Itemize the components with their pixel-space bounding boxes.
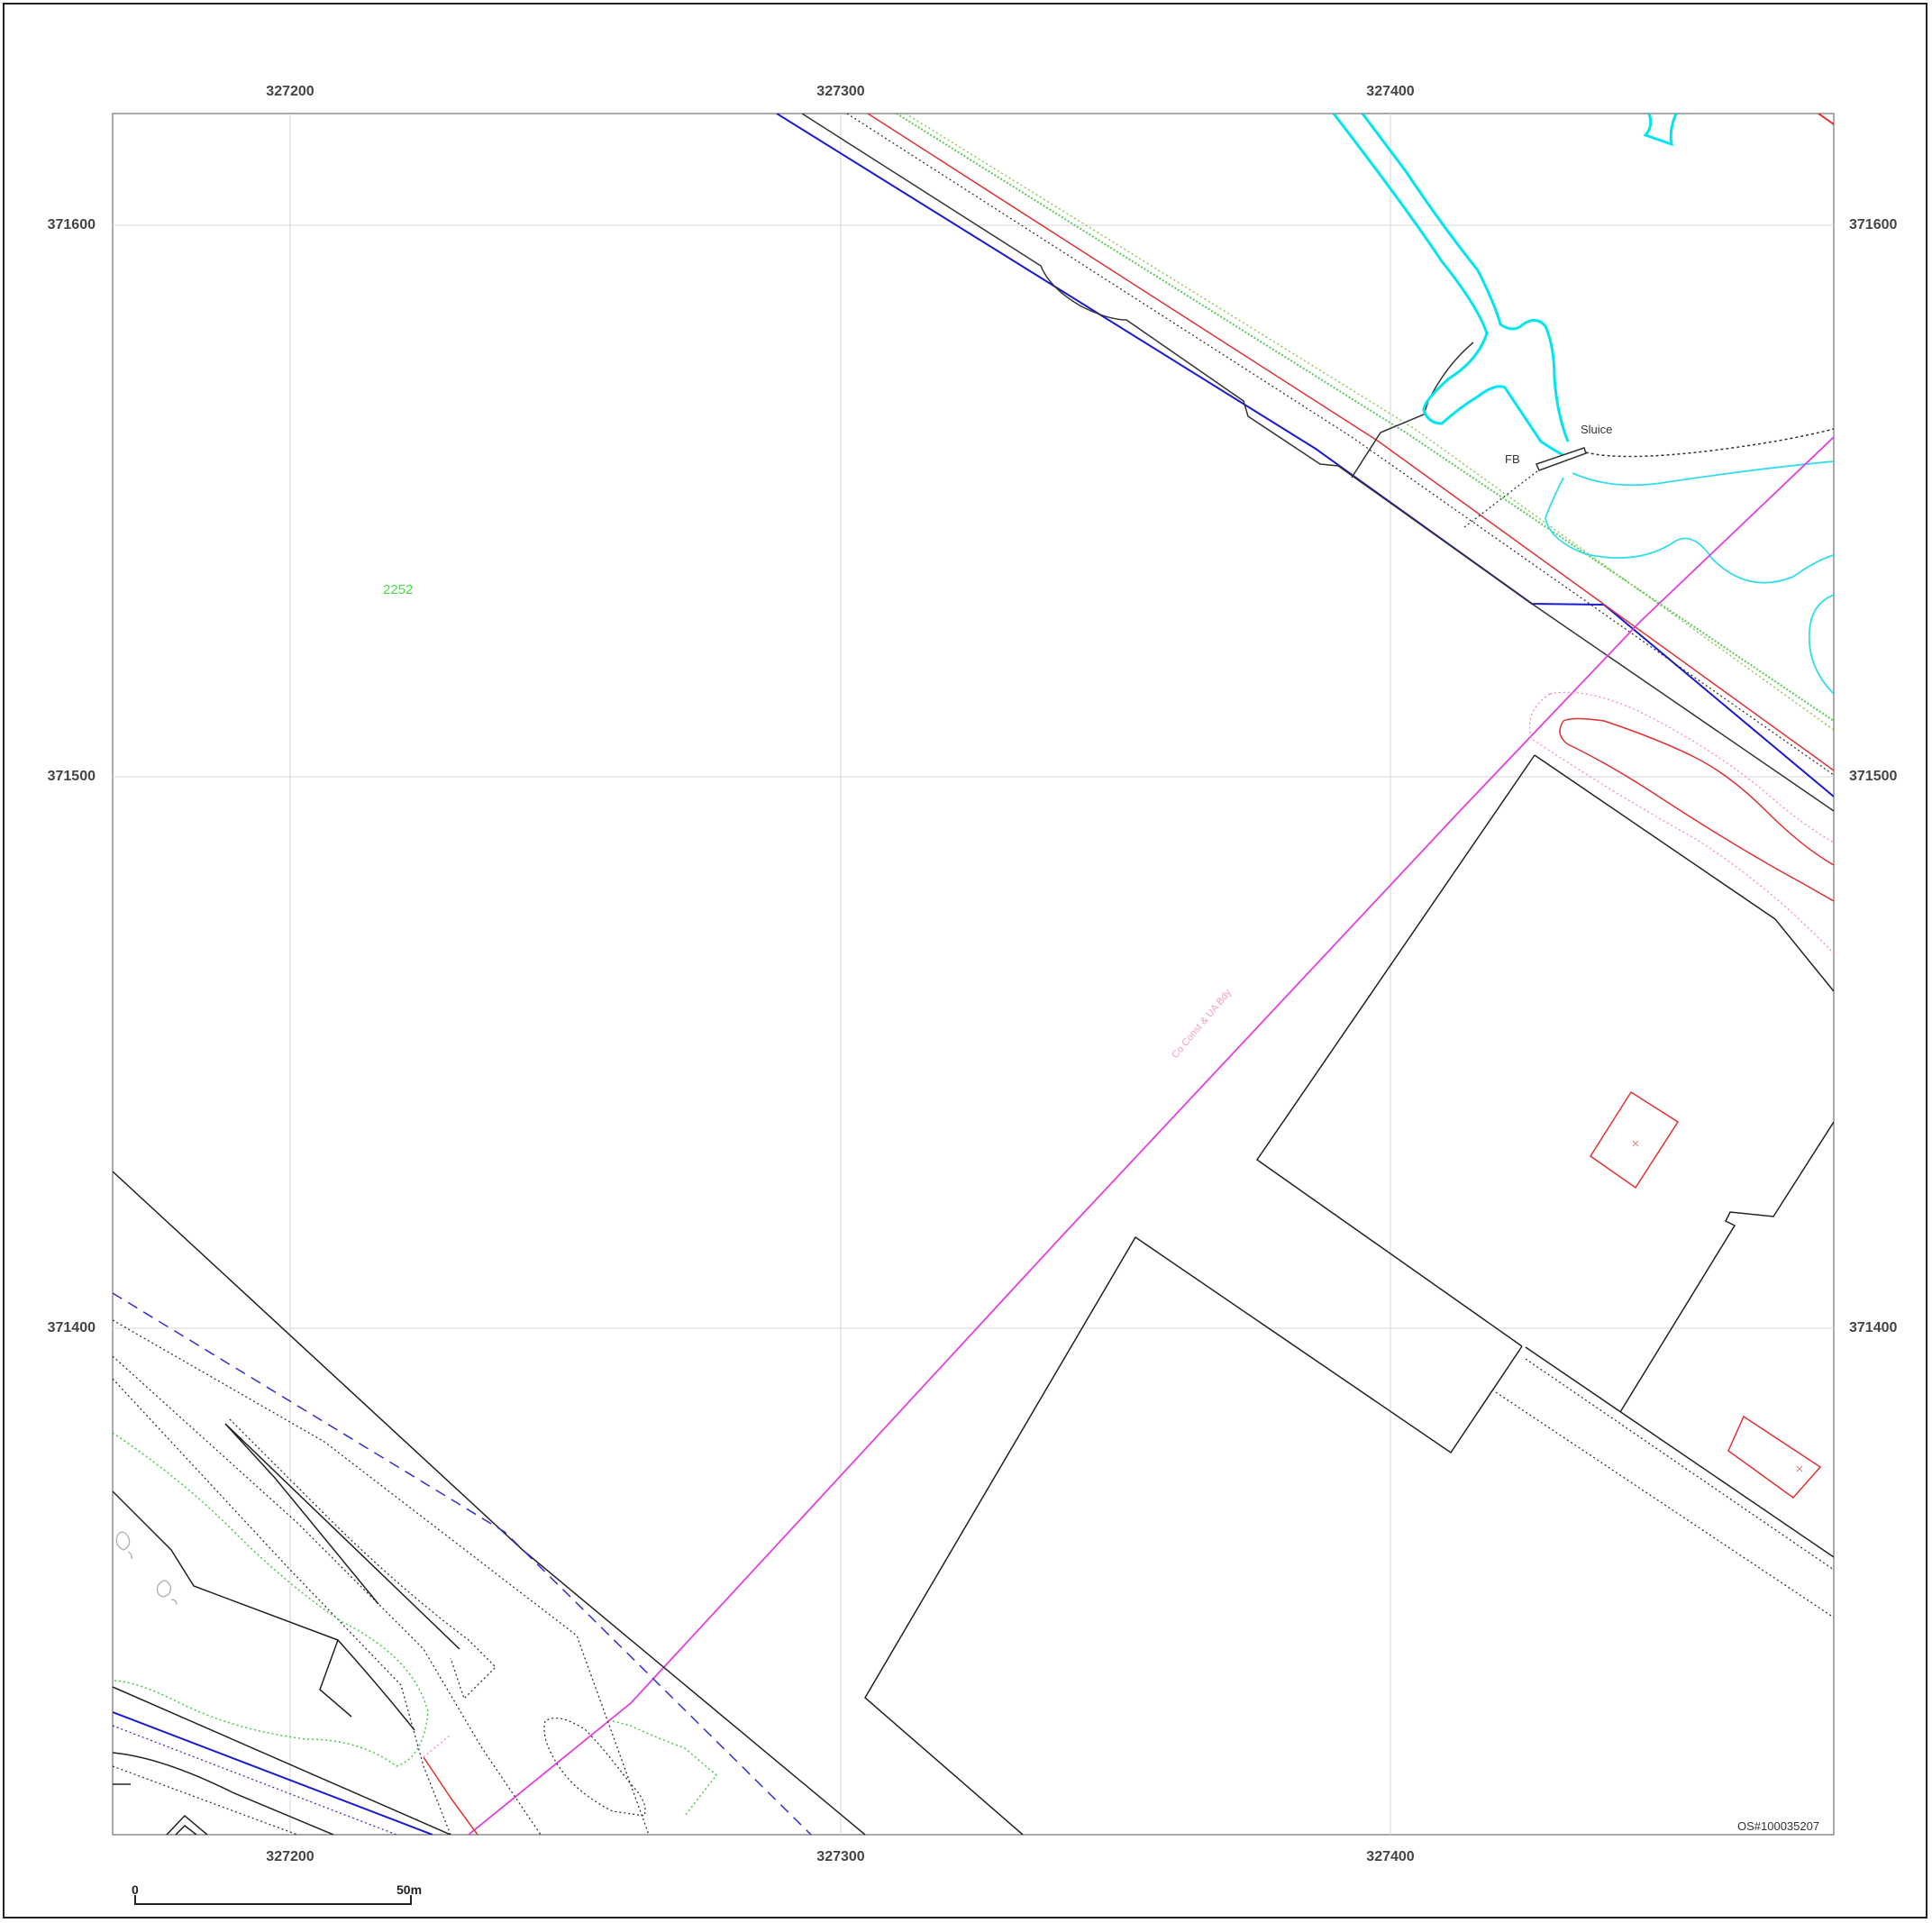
pink-dotted-loop [1528, 691, 1834, 954]
sw-black-curve-2 [113, 1490, 352, 1718]
watercourse-bank-west [1332, 114, 1564, 457]
red-loop-north [1559, 717, 1834, 902]
sw-dotted-1 [113, 1319, 650, 1835]
easting-label-top-3: 327400 [1366, 84, 1415, 99]
easting-label-bottom-2: 327300 [816, 1849, 865, 1864]
sw-road-edge-black [113, 1171, 866, 1835]
road-edge-black-1 [801, 114, 1834, 812]
top-road-corridor [776, 114, 1834, 812]
northing-label-left-3: 371400 [47, 1320, 96, 1335]
sw-black-curve-1 [224, 1423, 460, 1650]
sw-dotted-4 [229, 1418, 497, 1700]
road-edge-green-dotted-2 [905, 114, 1834, 731]
building-east-outline [1255, 754, 1834, 1413]
pond-top [1643, 114, 1678, 147]
sw-green-dotted-1 [113, 1432, 429, 1767]
easting-label-top-1: 327200 [266, 84, 314, 99]
map-frame [3, 3, 1927, 1918]
water-thin-lines [1545, 460, 1834, 695]
red-features [1559, 717, 1834, 1499]
sw-road-blue [113, 1711, 433, 1835]
sw-dotted-3 [113, 1378, 451, 1835]
access-road-edge-1 [1525, 1346, 1834, 1558]
watercourse [1332, 114, 1678, 457]
red-rectangle-2 [1727, 1415, 1822, 1499]
sw-road-black-1 [113, 1686, 451, 1835]
sw-road-edge-blue-dashed [113, 1292, 812, 1835]
building-east [864, 754, 1834, 1835]
sluice-structure [1535, 447, 1587, 471]
easting-label-top-2: 327300 [816, 84, 865, 99]
tree-symbols [115, 1531, 178, 1606]
easting-label-bottom-3: 327400 [1366, 1849, 1415, 1864]
copyright-notice: OS#100035207 [1737, 1819, 1820, 1833]
watercourse-bank-east [1361, 114, 1570, 442]
road-edge-green-dotted-1 [896, 114, 1834, 722]
administrative-boundary [468, 436, 1834, 1835]
footbridge-label: FB [1505, 452, 1520, 466]
building-east-annex [864, 1235, 1523, 1835]
road-edge-red [867, 114, 1834, 771]
sw-road-dotted-2 [113, 1765, 298, 1835]
northing-label-left-1: 371600 [47, 217, 96, 232]
scale-bar-end-label: 50m [396, 1882, 423, 1897]
southwest-road-corridor [113, 1171, 866, 1835]
scale-bar [134, 1895, 412, 1905]
scale-bar-start-label: 0 [132, 1882, 139, 1897]
road-edge-blue [776, 114, 1834, 797]
grid-lines [113, 114, 1834, 1835]
stream-bank-2 [1545, 477, 1834, 584]
easting-label-bottom-1: 327200 [266, 1849, 314, 1864]
sw-pink-dotted [423, 1734, 451, 1758]
track-black-1 [1351, 342, 1474, 478]
map-area-border [112, 113, 1835, 1836]
tree-symbol-2 [157, 1580, 178, 1606]
sw-green-dotted-2 [612, 1720, 718, 1817]
northing-label-right-3: 371400 [1849, 1320, 1898, 1335]
faint-road-label: Co Const & UA Bdy [1170, 987, 1234, 1061]
access-road-southeast [1495, 1346, 1834, 1618]
scale-bar-line [134, 1895, 412, 1905]
sw-road-dotted-blue [113, 1725, 397, 1835]
red-corner-top-right [1818, 114, 1834, 125]
parcel-number-label: 2252 [383, 582, 414, 597]
sw-road-black-2 [113, 1752, 334, 1835]
sw-red-line [423, 1756, 478, 1835]
northing-label-left-2: 371500 [47, 769, 96, 784]
sluice-label: Sluice [1581, 423, 1613, 436]
access-road-edge-3 [1495, 1391, 1834, 1618]
access-road-edge-2 [1525, 1358, 1834, 1571]
northing-label-right-1: 371600 [1849, 217, 1898, 232]
footbridge-shape [1535, 447, 1587, 471]
red-rectangle-1 [1589, 1090, 1680, 1189]
sw-dotted-2 [113, 1355, 542, 1835]
red-marker-crosses [1632, 1140, 1803, 1472]
stream-bank-1 [1572, 460, 1834, 487]
road-edge-black-dotted [846, 114, 1834, 776]
tree-symbol-1 [115, 1531, 132, 1560]
stream-bank-3 [1808, 594, 1834, 695]
northing-label-right-2: 371500 [1849, 769, 1898, 784]
sw-small-building [166, 1814, 208, 1835]
sw-black-curve-3 [337, 1639, 415, 1731]
footpath-dotted-east [1585, 428, 1834, 458]
